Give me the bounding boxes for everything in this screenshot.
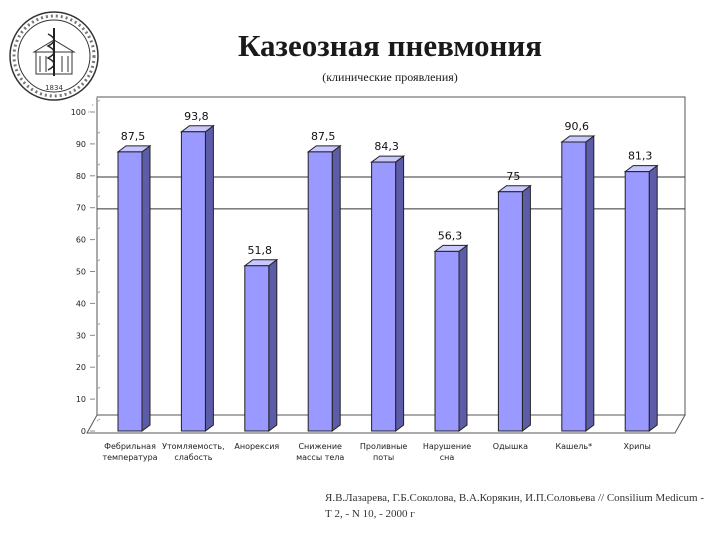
svg-text:1834: 1834	[45, 84, 63, 92]
x-tick-label: Снижение	[298, 442, 342, 451]
y-depth-mark	[96, 386, 101, 390]
data-label: 93,8	[184, 110, 209, 123]
bar-chart: 0 10 20 30 40 50 60 70 80 90 100 87,5 Фебрильная темп…	[71, 96, 686, 462]
x-tick-label: слабость	[174, 453, 212, 462]
bar	[434, 250, 460, 432]
y-tick-label: 90	[76, 140, 86, 149]
bar	[307, 151, 333, 432]
x-tick-label: поты	[373, 453, 394, 462]
x-tick-label: массы тела	[296, 453, 344, 462]
x-tick-label: Утомляемость,	[162, 442, 225, 451]
data-label: 81,3	[628, 150, 653, 163]
bar	[497, 191, 523, 432]
bar-side	[204, 124, 214, 432]
page-subtitle: (клинические проявления)	[322, 70, 458, 84]
data-label: 56,3	[438, 229, 463, 242]
x-tick-label: Нарушение	[423, 442, 471, 451]
y-depth-mark	[96, 195, 101, 199]
y-depth-mark	[96, 322, 101, 326]
bar-side	[648, 164, 658, 432]
x-tick-label: Проливные	[360, 442, 408, 451]
y-depth-mark	[96, 259, 101, 262]
x-tick-label: Кашель*	[555, 442, 592, 451]
y-tick-label: 30	[76, 331, 86, 340]
y-tick-label: 10	[76, 395, 86, 404]
y-depth-mark	[96, 418, 101, 422]
bar-side	[268, 258, 278, 432]
y-depth-mark	[96, 163, 101, 167]
x-tick-label: Хрипы	[624, 442, 651, 451]
y-tick-label: 20	[76, 363, 86, 372]
data-label: 75	[506, 170, 520, 183]
x-tick-label: Фебрильная	[104, 442, 156, 451]
x-tick-label: Одышка	[493, 442, 528, 451]
bar-side	[585, 134, 595, 432]
data-label: 87,5	[121, 130, 146, 143]
bar	[561, 141, 587, 432]
plot-side-edge	[86, 96, 98, 116]
bar	[117, 151, 143, 432]
y-tick-label: 70	[76, 204, 86, 213]
bar	[371, 161, 397, 432]
bar-side	[458, 244, 468, 432]
y-depth-mark	[96, 99, 101, 103]
source-citation: Я.В.Лазарева, Г.Б.Соколова, В.А.Корякин,…	[325, 492, 705, 520]
bar-side	[395, 155, 405, 432]
data-label: 84,3	[374, 140, 399, 153]
y-depth-mark	[96, 131, 101, 135]
bar-side	[521, 184, 531, 432]
y-tick-label: 60	[76, 236, 86, 245]
university-seal-logo: 1834	[9, 11, 99, 101]
x-tick-label: температура	[102, 453, 157, 462]
y-tick-label: 50	[76, 268, 86, 277]
y-depth-mark	[96, 290, 101, 294]
x-tick-label: Анорексия	[234, 442, 279, 451]
y-depth-mark	[96, 227, 101, 231]
bar-side	[331, 144, 341, 432]
y-tick-label: 40	[76, 299, 86, 308]
y-tick-label: 0	[81, 427, 86, 436]
bar	[624, 171, 650, 432]
x-tick-label: сна	[440, 453, 455, 462]
page-title: Казеозная пневмония	[237, 28, 543, 63]
bar	[180, 131, 206, 432]
data-label: 87,5	[311, 130, 336, 143]
y-tick-label: 100	[71, 108, 86, 117]
y-depth-mark	[96, 354, 101, 358]
data-label: 90,6	[565, 120, 590, 133]
bar	[244, 265, 270, 432]
bar-side	[141, 144, 151, 432]
y-tick-label: 80	[76, 172, 86, 181]
data-label: 51,8	[248, 244, 273, 257]
